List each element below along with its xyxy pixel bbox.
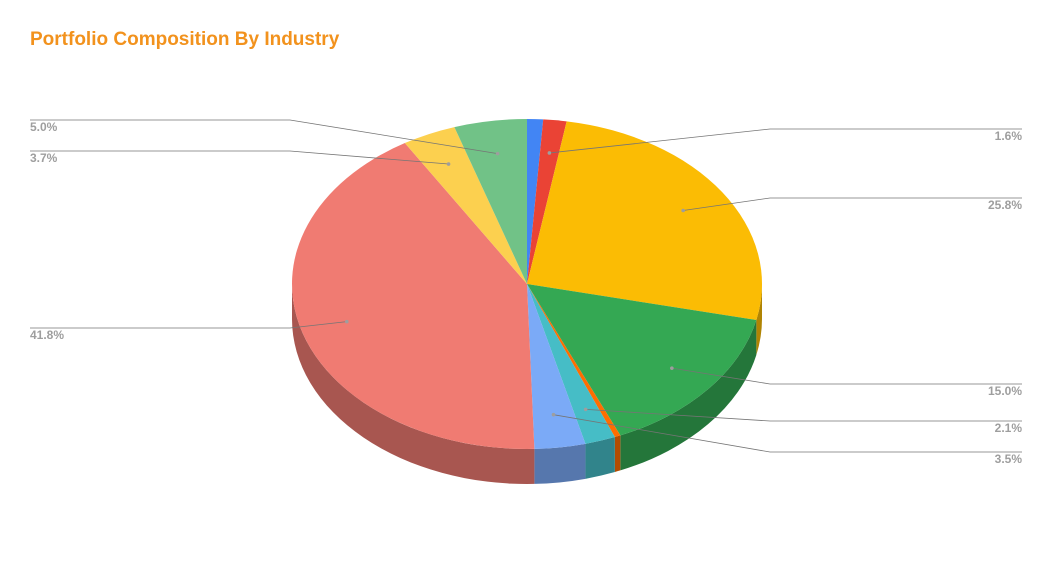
leader-dot [583,407,588,412]
slice-side [534,443,586,484]
leader-dot [344,319,349,324]
slice [527,119,567,284]
leader-line [553,414,1022,453]
slice [527,284,757,436]
slice-side [614,435,621,473]
leader-line [30,321,347,329]
slice [527,284,586,449]
leader-line [30,119,498,155]
leader-line [585,409,1022,422]
slice-side [292,284,535,485]
data-label: 5.0% [30,120,58,134]
leader-line [549,128,1022,154]
slice-side [756,284,762,355]
data-label: 25.8% [988,198,1022,212]
leader-line [30,150,449,165]
chart-title: Portfolio Composition By Industry [30,29,340,50]
slice [404,127,527,284]
leader-line [671,367,1022,385]
leader-dot [551,412,556,417]
data-label: 1.6% [995,129,1023,143]
leader-line [683,197,1022,211]
slice [454,119,527,284]
slice [527,284,621,438]
leader-dot [495,151,500,156]
leader-dot [670,366,674,370]
leader-dot [681,208,685,213]
slice [527,284,615,444]
data-label: 15.0% [988,384,1022,398]
slice [527,121,762,320]
slice [527,119,544,284]
data-label: 41.8% [30,328,64,342]
slice-side [620,319,757,471]
slice-side [585,437,615,479]
leader-dot [446,162,451,166]
data-label: 2.1% [995,421,1023,435]
data-label: 3.7% [30,151,58,165]
slice [291,143,535,449]
leader-dot [547,151,552,155]
data-label: 3.5% [995,452,1023,466]
